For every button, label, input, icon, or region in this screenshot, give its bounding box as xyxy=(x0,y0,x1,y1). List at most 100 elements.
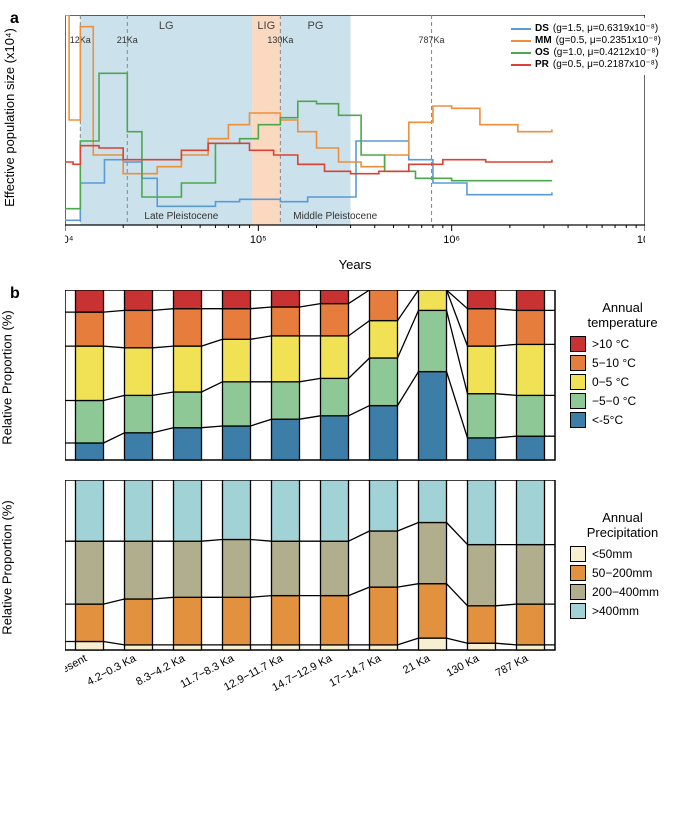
stack-segment xyxy=(272,336,300,382)
stack-segment xyxy=(76,401,104,444)
legend-swatch xyxy=(511,40,531,42)
legend-row: <-5°C xyxy=(570,412,675,428)
legend-row: −5−0 °C xyxy=(570,393,675,409)
legend-label: 200−400mm xyxy=(592,585,659,599)
xtick-label: 130 Ka xyxy=(445,652,482,679)
stack-segment xyxy=(468,346,496,394)
stack-segment xyxy=(370,290,398,321)
stack-segment xyxy=(125,433,153,460)
legend-series-params: (g=1.5, μ=0.6319x10⁻⁸) xyxy=(553,23,658,34)
legend-title: Annual temperature xyxy=(570,300,675,330)
stack-segment xyxy=(125,541,153,599)
stack-segment xyxy=(174,645,202,650)
stack-segment xyxy=(272,307,300,336)
stack-segment xyxy=(174,597,202,645)
stack-segment xyxy=(272,382,300,419)
time-marker-label: 787Ka xyxy=(419,35,445,45)
stack-segment xyxy=(223,339,251,382)
stack-segment xyxy=(468,643,496,650)
legend-row: 200−400mm xyxy=(570,584,675,600)
stack-segment xyxy=(223,309,251,340)
stack-segment xyxy=(174,480,202,541)
stack-segment xyxy=(174,392,202,428)
stack-segment xyxy=(321,645,349,650)
legend-label: >400mm xyxy=(592,604,639,618)
stack-segment xyxy=(419,523,447,584)
stack-segment xyxy=(223,480,251,540)
stack-segment xyxy=(125,480,153,541)
stack-segment xyxy=(468,606,496,643)
stack-segment xyxy=(419,584,447,638)
stack-segment xyxy=(125,348,153,396)
stack-segment xyxy=(272,480,300,541)
era-band xyxy=(80,15,252,225)
stack-segment xyxy=(174,309,202,346)
legend-series-name: DS xyxy=(535,23,549,34)
xtick-label: 10⁷ xyxy=(637,234,645,246)
panel-a-ylabel: Effective population size (x10⁴) xyxy=(2,28,17,207)
panel-a-xlabel: Years xyxy=(65,257,645,272)
legend-label: <50mm xyxy=(592,547,632,561)
stacked-chart: 0255075100Present4.2−0.3 Ka8.3−4.2 Ka11.… xyxy=(65,480,565,710)
stack-segment xyxy=(174,346,202,392)
panel-b-ylabel: Relative Proportion (%) xyxy=(0,310,15,444)
legend-series-name: PR xyxy=(535,59,549,70)
stack-segment xyxy=(370,358,398,406)
stack-segment xyxy=(370,645,398,650)
panel-a-label: a xyxy=(10,10,19,28)
stack-segment xyxy=(272,419,300,460)
era-band-label: PG xyxy=(308,20,324,32)
legend-series-params: (g=0.5, μ=0.2351x10⁻⁸) xyxy=(556,35,661,46)
stack-segment xyxy=(370,587,398,645)
stack-segment xyxy=(272,290,300,307)
xtick-label: 10⁴ xyxy=(65,234,74,246)
stack-segment xyxy=(125,310,153,347)
legend-label: >10 °C xyxy=(592,337,629,351)
stack-segment xyxy=(272,541,300,595)
era-band-label: LG xyxy=(159,20,174,32)
stack-segment xyxy=(76,604,104,641)
legend-row: 0−5 °C xyxy=(570,374,675,390)
legend-row: 50−200mm xyxy=(570,565,675,581)
stack-segment xyxy=(76,443,104,460)
stack-segment xyxy=(517,645,545,650)
stack-segment xyxy=(223,426,251,460)
stack-segment xyxy=(517,310,545,344)
stack-segment xyxy=(517,290,545,310)
stack-segment xyxy=(76,541,104,604)
legend-swatch xyxy=(570,393,586,409)
legend-swatch xyxy=(570,355,586,371)
stack-segment xyxy=(517,604,545,645)
era-band xyxy=(252,15,280,225)
stack-segment xyxy=(125,599,153,645)
legend-swatch xyxy=(511,28,531,30)
stack-segment xyxy=(419,638,447,650)
stack-segment xyxy=(419,310,447,371)
legend-series-name: MM xyxy=(535,35,552,46)
stack-segment xyxy=(223,290,251,309)
side-legend: Annual Precipitation <50mm 50−200mm 200−400… xyxy=(570,510,675,622)
stack-segment xyxy=(223,540,251,598)
stack-segment xyxy=(125,290,153,310)
stack-segment xyxy=(517,344,545,395)
era-band-label: LIG xyxy=(257,20,275,32)
legend-row: >10 °C xyxy=(570,336,675,352)
stack-segment xyxy=(419,290,447,310)
xtick-label: 10⁶ xyxy=(443,234,460,246)
legend-title: Annual Precipitation xyxy=(570,510,675,540)
stack-segment xyxy=(223,597,251,645)
stack-segment xyxy=(468,545,496,606)
stack-segment xyxy=(125,395,153,432)
stack-segment xyxy=(321,596,349,645)
stack-segment xyxy=(468,438,496,460)
legend-swatch xyxy=(570,412,586,428)
stack-segment xyxy=(76,346,104,400)
stack-segment xyxy=(468,394,496,438)
time-marker-label: 21Ka xyxy=(117,35,138,45)
xtick-label: 10⁵ xyxy=(250,234,267,246)
xtick-label: 4.2−0.3 Ka xyxy=(85,652,139,688)
stack-segment xyxy=(517,436,545,460)
stack-segment xyxy=(419,480,447,523)
stack-segment xyxy=(517,395,545,436)
legend-row: DS (g=1.5, μ=0.6319x10⁻⁸) xyxy=(511,23,661,34)
